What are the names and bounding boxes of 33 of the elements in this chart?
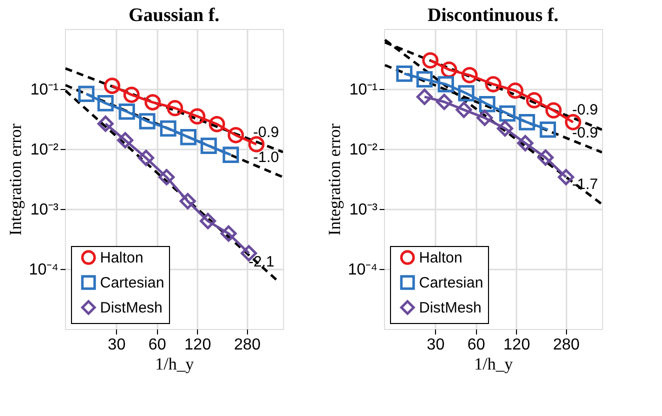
annotation: -0.9 [572,124,598,142]
y-tick-label: 10⁻² [349,142,378,158]
y-tick-label: 10⁻³ [30,202,60,218]
chart-title: Discontinuous f. [428,5,558,26]
legend-label: Halton [419,250,462,266]
legend-label: DistMesh [100,300,163,316]
x-tick-label: 60 [467,336,486,354]
x-axis-title: 1/h_y [155,354,194,374]
legend-label: Halton [100,250,144,266]
x-tick-label: 60 [148,336,166,354]
legend-label: Cartesian [419,274,484,292]
y-tick-label: 10⁻² [30,142,60,158]
annotation: -2.1 [248,253,274,270]
x-axis-title: 1/h_y [474,354,514,374]
legend-label: DistMesh [419,300,482,316]
y-axis-title: Integration error [324,123,344,236]
y-tick-label: 10⁻⁴ [28,262,59,278]
legend-label: Cartesian [100,274,164,292]
y-tick-label: 10⁻¹ [30,82,58,98]
x-tick-label: 120 [503,336,530,354]
y-tick-label: 10⁻¹ [349,82,378,98]
y-tick-label: 10⁻³ [349,202,378,218]
x-tick-label: 120 [184,336,212,354]
chart-title: Gaussian f. [128,5,220,26]
annotation: -0.9 [253,124,279,142]
x-tick-label: 30 [426,336,445,354]
x-tick-label: 280 [552,336,580,354]
annotation: -1.0 [253,149,279,166]
y-tick-label: 10⁻⁴ [348,262,378,278]
x-tick-label: 280 [234,336,261,354]
y-axis-title: Integration error [6,123,25,236]
x-tick-label: 30 [108,336,126,354]
annotation: -0.9 [572,102,598,119]
